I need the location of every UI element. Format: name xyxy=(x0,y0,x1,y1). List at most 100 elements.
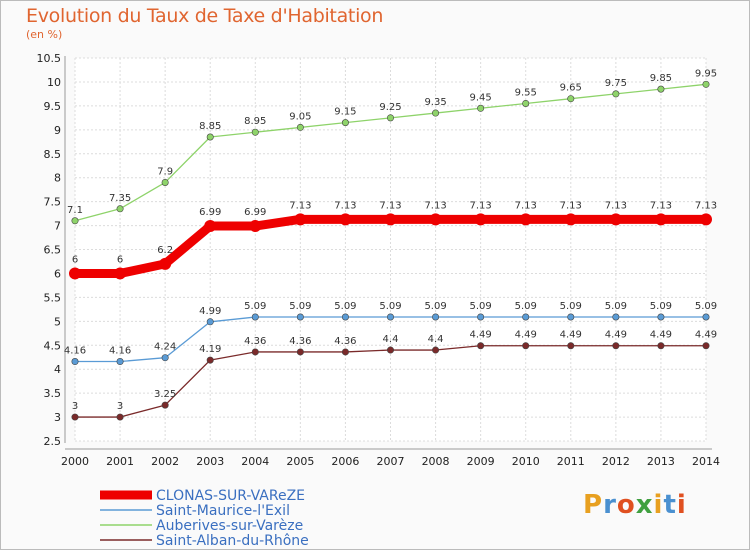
y-tick-label: 10.5 xyxy=(37,52,62,65)
data-point xyxy=(522,99,530,107)
logo-letter: t xyxy=(663,490,677,520)
data-point xyxy=(657,313,665,321)
data-point xyxy=(294,213,307,226)
data-point xyxy=(477,313,485,321)
axes: 2.5 3 3.5 4 4.5 5 5.5 6 6.5 7 7.5 8 8.5 9 9.5 10 10.5 200… xyxy=(37,52,721,468)
y-tick-label: 3 xyxy=(54,411,61,424)
data-label: 5.09 xyxy=(515,301,537,312)
data-point xyxy=(296,348,304,356)
logo-letter: i xyxy=(653,490,664,520)
data-label: 4.16 xyxy=(64,346,86,357)
x-tick-label: 2006 xyxy=(331,455,359,468)
data-point xyxy=(161,178,169,186)
data-label: 4.49 xyxy=(695,330,717,341)
legend-label: Saint-Maurice-l'Exil xyxy=(156,503,290,519)
data-label: 7.13 xyxy=(695,200,717,211)
y-tick-label: 8.5 xyxy=(44,148,62,161)
x-tick-label: 2010 xyxy=(512,455,540,468)
data-label: 4.4 xyxy=(428,334,444,345)
data-label: 7.13 xyxy=(379,200,401,211)
data-point xyxy=(522,342,530,350)
data-point xyxy=(567,313,575,321)
series-lines xyxy=(69,80,712,421)
data-label: 7.13 xyxy=(515,200,537,211)
data-label: 9.05 xyxy=(289,111,311,122)
data-label: 4.49 xyxy=(470,330,492,341)
y-tick-label: 9 xyxy=(54,124,61,137)
x-tick-label: 2007 xyxy=(377,455,405,468)
data-point xyxy=(206,356,214,364)
data-label: 5.09 xyxy=(605,301,627,312)
legend: CLONAS-SUR-VAReZESaint-Maurice-l'ExilAub… xyxy=(100,488,309,549)
data-point xyxy=(567,342,575,350)
data-point xyxy=(612,313,620,321)
data-label: 7.13 xyxy=(424,200,446,211)
data-point xyxy=(341,348,349,356)
data-point xyxy=(116,358,124,366)
data-labels: 7.1 7.35 7.9 8.85 8.95 9.05 9.15 9.25 9.35 9.45 9.… xyxy=(64,68,717,412)
data-point xyxy=(116,205,124,213)
data-label: 4.99 xyxy=(199,306,221,317)
data-label: 7.13 xyxy=(334,200,356,211)
data-label: 8.95 xyxy=(244,116,266,127)
data-point xyxy=(71,217,79,225)
x-tick-label: 2013 xyxy=(647,455,675,468)
x-tick-label: 2003 xyxy=(196,455,224,468)
x-tick-label: 2005 xyxy=(286,455,314,468)
data-point xyxy=(71,358,79,366)
data-point xyxy=(251,348,259,356)
data-label: 6 xyxy=(72,254,78,265)
x-tick-label: 2014 xyxy=(692,455,720,468)
data-label: 5.09 xyxy=(650,301,672,312)
data-point xyxy=(159,257,172,270)
data-label: 7.13 xyxy=(470,200,492,211)
data-label: 6.99 xyxy=(244,207,266,218)
data-point xyxy=(206,318,214,326)
data-point xyxy=(700,213,712,226)
data-point xyxy=(432,313,440,321)
data-point xyxy=(384,213,397,226)
data-label: 9.15 xyxy=(334,107,356,118)
y-tick-label: 3.5 xyxy=(44,387,62,400)
x-tick-label: 2011 xyxy=(557,455,585,468)
data-label: 4.49 xyxy=(560,330,582,341)
grid xyxy=(74,57,707,442)
y-tick-label: 6 xyxy=(54,267,61,280)
logo-letter: o xyxy=(616,490,636,520)
data-point xyxy=(296,123,304,131)
data-label: 9.65 xyxy=(560,83,582,94)
data-label: 7.13 xyxy=(289,200,311,211)
data-point xyxy=(69,267,81,280)
data-point xyxy=(251,128,259,136)
x-tick-label: 2004 xyxy=(241,455,269,468)
data-label: 6.99 xyxy=(199,207,221,218)
data-point xyxy=(386,114,394,122)
data-label: 5.09 xyxy=(695,301,717,312)
y-tick-label: 5 xyxy=(54,315,61,328)
data-point xyxy=(116,413,124,421)
data-point xyxy=(114,267,127,280)
data-point xyxy=(249,220,262,233)
data-point xyxy=(339,213,352,226)
data-point xyxy=(429,213,442,226)
x-tick-label: 2009 xyxy=(467,455,495,468)
data-point xyxy=(296,313,304,321)
data-label: 5.09 xyxy=(289,301,311,312)
x-tick-label: 2000 xyxy=(61,455,89,468)
x-tick-label: 2002 xyxy=(151,455,179,468)
chart-title: Evolution du Taux de Taxe d'Habitation xyxy=(26,5,384,27)
data-label: 6.2 xyxy=(157,245,173,256)
data-point xyxy=(251,313,259,321)
logo-letter: P xyxy=(583,490,604,520)
data-label: 9.55 xyxy=(515,87,537,98)
data-label: 8.85 xyxy=(199,121,221,132)
data-point xyxy=(657,342,665,350)
data-label: 5.09 xyxy=(244,301,266,312)
y-tick-label: 9.5 xyxy=(44,100,62,113)
data-point xyxy=(386,313,394,321)
legend-label: CLONAS-SUR-VAReZE xyxy=(156,488,305,504)
data-label: 5.09 xyxy=(560,301,582,312)
data-label: 7.9 xyxy=(157,166,173,177)
data-label: 3.25 xyxy=(154,389,176,400)
